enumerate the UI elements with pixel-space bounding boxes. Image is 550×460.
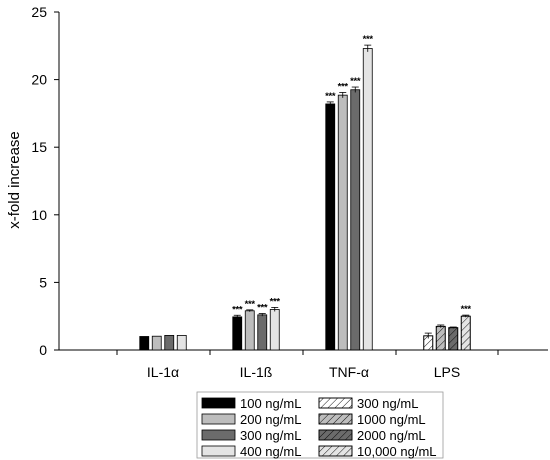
legend-label: 100 ng/mL: [240, 396, 301, 411]
axes: 0 5 10 15 20 25 IL-1α IL-1ß TNF-α LPS: [31, 4, 548, 380]
x-tick-label: IL-1ß: [240, 364, 273, 380]
significance-label: ***: [461, 304, 472, 315]
legend-label: 1000 ng/mL: [357, 412, 426, 427]
legend-swatch: [201, 397, 236, 409]
bar: [244, 310, 255, 351]
bar-hatch: [435, 325, 446, 351]
significance-label: ***: [245, 299, 256, 310]
bar: [164, 334, 175, 351]
bar: [232, 316, 243, 351]
legend-label: 10,000 ng/mL: [357, 444, 437, 459]
y-tick-label: 15: [31, 139, 47, 155]
significance-label: ***: [338, 81, 349, 92]
legend-label: 2000 ng/mL: [357, 428, 426, 443]
y-tick-label: 25: [31, 4, 47, 20]
legend-label: 300 ng/mL: [357, 396, 418, 411]
bar-hatch: [448, 327, 459, 351]
legend-swatch-hatch: [318, 397, 353, 409]
bar: [176, 334, 187, 351]
y-tick-label: 20: [31, 72, 47, 88]
x-tick-label: LPS: [434, 364, 460, 380]
significance-label: ***: [325, 91, 336, 102]
bar: [337, 94, 348, 351]
bar: [362, 48, 373, 351]
significance-label: ***: [270, 296, 281, 307]
legend-swatch: [201, 413, 236, 425]
legend-swatch: [201, 445, 236, 457]
bar: [269, 309, 280, 351]
bar: [350, 89, 361, 351]
bars: *** *** ************ *********: [139, 34, 472, 351]
bar: [257, 314, 268, 351]
y-tick-label: 5: [39, 274, 47, 290]
y-tick-label: 10: [31, 207, 47, 223]
bar: [151, 335, 162, 351]
legend-swatch: [201, 429, 236, 441]
significance-label: ***: [350, 76, 361, 87]
significance-label: ***: [257, 302, 268, 313]
legend-swatch-hatch: [318, 413, 353, 425]
legend-swatch-hatch: [318, 445, 353, 457]
legend-label: 300 ng/mL: [240, 428, 301, 443]
x-tick-label: TNF-α: [329, 364, 369, 380]
x-tick-label: IL-1α: [147, 364, 179, 380]
bar: [325, 103, 336, 351]
bar: [139, 336, 150, 351]
significance-label: ***: [363, 34, 374, 45]
legend-label: 200 ng/mL: [240, 412, 301, 427]
y-axis-title: x-fold increase: [6, 131, 23, 229]
bar-hatch: [460, 315, 471, 351]
y-tick-label: 0: [39, 342, 47, 358]
legend-swatch-hatch: [318, 429, 353, 441]
significance-label: ***: [232, 304, 243, 315]
legend-label: 400 ng/mL: [240, 444, 301, 459]
